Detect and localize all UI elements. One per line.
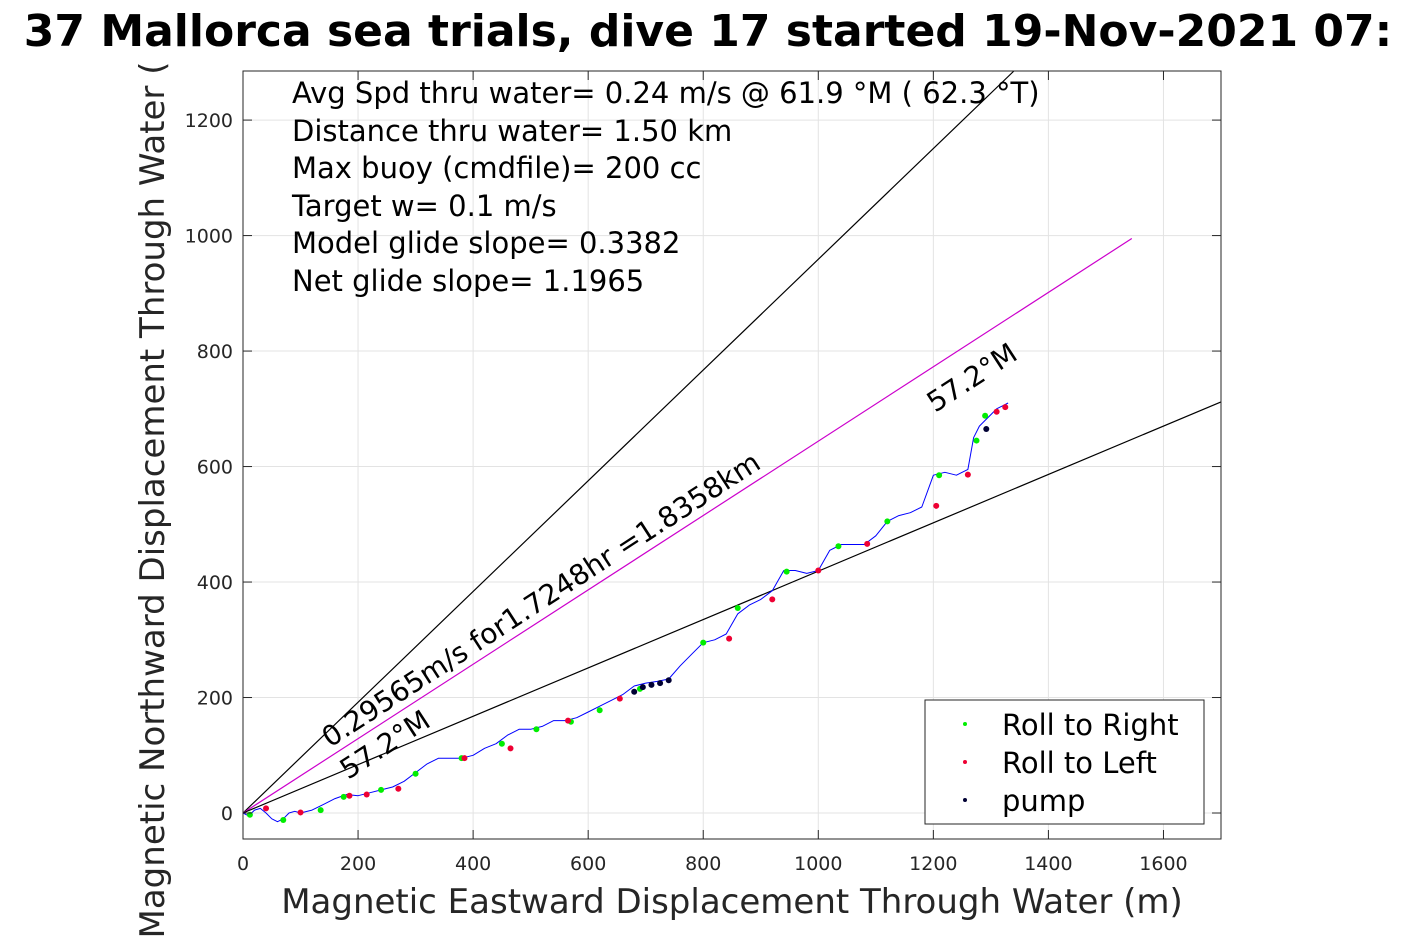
marker-layer (246, 404, 1009, 823)
pump-point (631, 688, 638, 695)
x-axis-label: Magnetic Eastward Displacement Through W… (281, 882, 1183, 922)
pump-point (665, 677, 672, 684)
roll-left-point (964, 471, 971, 478)
roll-left-point (933, 502, 940, 509)
stat-distance: Distance thru water= 1.50 km (292, 114, 732, 148)
roll-right-point (835, 543, 842, 550)
legend-box (924, 699, 1205, 825)
x-tick-label: 1200 (909, 853, 957, 875)
y-tick-label: 400 (197, 572, 233, 594)
roll-right-point (973, 437, 980, 444)
roll-left-point (1002, 404, 1009, 411)
roll-right-point (280, 816, 287, 823)
y-tick-label: 800 (197, 341, 233, 363)
x-tick-label: 1000 (794, 853, 842, 875)
glider-track-line (242, 402, 1009, 823)
x-tick-label: 200 (340, 853, 376, 875)
reference-line (242, 401, 1222, 814)
stats-block: Avg Spd thru water= 0.24 m/s @ 61.9 °M (… (291, 76, 1040, 298)
stat-net-glide-slope: Net glide slope= 1.1965 (292, 264, 644, 298)
roll-left-point (363, 791, 370, 798)
roll-left-point (297, 809, 304, 816)
axis-ticks: 0 200 400 600 800 1000 1200 1400 1600 0 200 400 600 8… (185, 71, 1221, 875)
roll-right-point (498, 740, 505, 747)
x-tick-label: 600 (570, 853, 606, 875)
reference-lines (242, 70, 1222, 814)
roll-left-point (395, 785, 402, 792)
legend-marker-roll-right (963, 722, 967, 726)
roll-left-point (565, 717, 572, 724)
legend: Roll to Right Roll to Left pump (924, 699, 1205, 825)
y-tick-label: 600 (197, 457, 233, 479)
x-tick-label: 800 (685, 853, 721, 875)
x-tick-label: 1600 (1139, 853, 1187, 875)
roll-right-point (317, 807, 324, 814)
roll-right-point (533, 726, 540, 733)
legend-label-roll-right: Roll to Right (1002, 708, 1179, 742)
plot-frame (242, 70, 1222, 840)
stat-model-glide-slope: Model glide slope= 0.3382 (292, 226, 680, 260)
roll-right-point (734, 605, 741, 612)
roll-right-point (378, 786, 385, 793)
legend-marker-pump (963, 798, 967, 802)
reference-line (242, 237, 1133, 814)
roll-right-point (412, 770, 419, 777)
x-tick-label: 0 (237, 853, 249, 875)
legend-label-pump: pump (1002, 784, 1085, 818)
roll-left-point (263, 805, 270, 812)
y-tick-label: 1200 (185, 110, 233, 132)
y-tick-label: 200 (197, 688, 233, 710)
roll-right-point (982, 412, 989, 419)
roll-right-point (340, 793, 347, 800)
stat-target-w: Target w= 0.1 m/s (291, 189, 557, 223)
roll-left-point (616, 695, 623, 702)
roll-right-point (783, 568, 790, 575)
roll-left-point (864, 540, 871, 547)
track-layer (242, 402, 1009, 823)
roll-right-point (596, 707, 603, 714)
y-tick-label: 0 (221, 803, 233, 825)
reference-line (242, 70, 1015, 814)
x-tick-label: 1400 (1024, 853, 1072, 875)
pump-point (648, 681, 655, 688)
roll-left-point (769, 596, 776, 603)
roll-left-point (993, 408, 1000, 415)
roll-right-point (884, 518, 891, 525)
pump-point (983, 426, 990, 433)
stat-avg-speed: Avg Spd thru water= 0.24 m/s @ 61.9 °M (… (292, 76, 1040, 110)
legend-marker-roll-left (963, 760, 967, 764)
roll-left-point (507, 745, 514, 752)
pump-point (639, 684, 646, 691)
pump-point (657, 680, 664, 687)
y-axis-label: Magnetic Northward Displacement Through … (133, 62, 173, 939)
y-tick-label: 1000 (185, 226, 233, 248)
roll-left-point (346, 792, 353, 799)
roll-left-point (726, 635, 733, 642)
legend-label-roll-left: Roll to Left (1002, 746, 1157, 780)
roll-left-point (461, 755, 468, 762)
chart-title: 37 Mallorca sea trials, dive 17 started … (24, 6, 1392, 57)
roll-right-point (700, 639, 707, 646)
x-tick-label: 400 (455, 853, 491, 875)
roll-right-point (936, 472, 943, 479)
stat-max-buoy: Max buoy (cmdfile)= 200 cc (292, 151, 701, 185)
roll-left-point (815, 567, 822, 574)
